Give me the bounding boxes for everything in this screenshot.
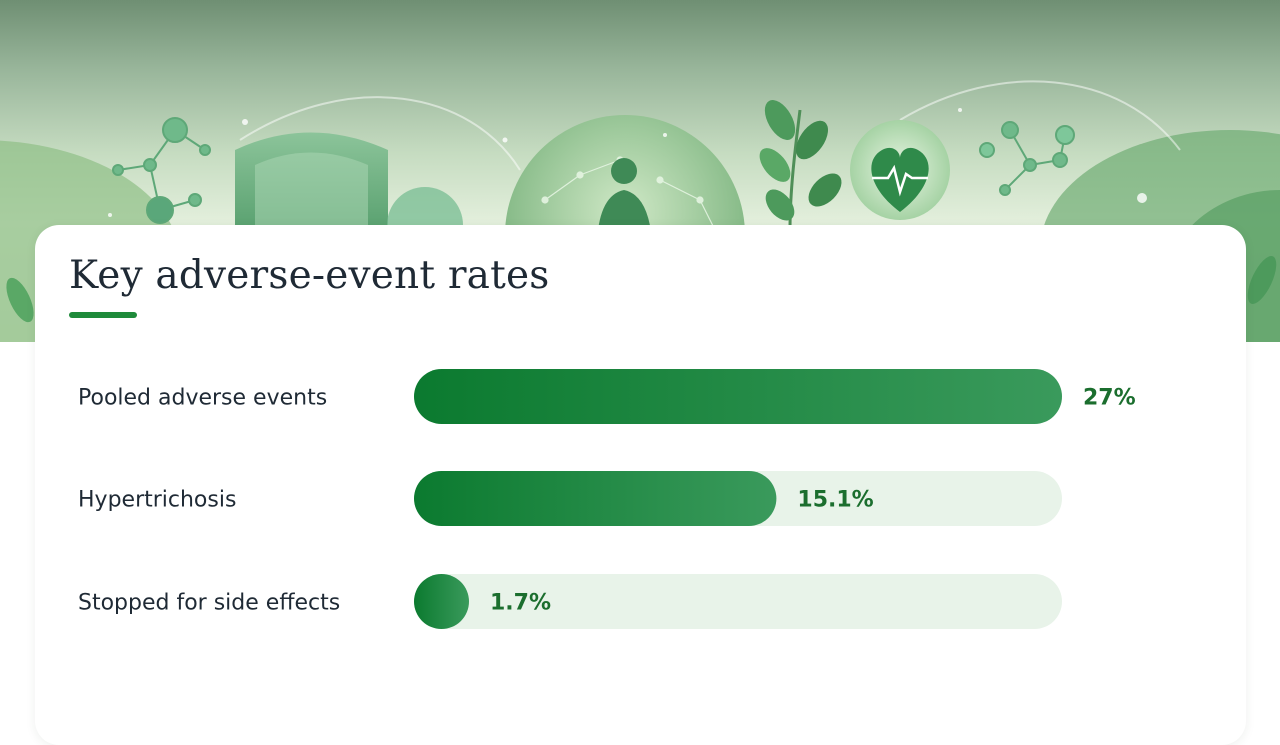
molecule-icon-right	[979, 121, 1075, 196]
chart-title: Key adverse-event rates	[69, 253, 550, 298]
bar-2	[414, 574, 469, 629]
category-label: Hypertrichosis	[78, 488, 236, 513]
value-label: 27%	[1083, 386, 1136, 411]
heart-icon	[871, 147, 929, 212]
bar-chart: Pooled adverse events 27% Hypertrichosis 15…	[78, 369, 1136, 629]
bar-track	[414, 574, 1062, 629]
value-label: 1.7%	[490, 591, 551, 616]
leaf-icon	[759, 100, 842, 231]
category-label: Stopped for side effects	[78, 591, 340, 616]
title-underline	[69, 312, 137, 318]
molecule-icon	[112, 117, 211, 224]
value-label: 15.1%	[797, 488, 873, 513]
heartbeat-icon	[872, 164, 928, 197]
category-label: Pooled adverse events	[78, 386, 327, 411]
bar-1	[414, 471, 777, 526]
bar-0	[414, 369, 1062, 424]
